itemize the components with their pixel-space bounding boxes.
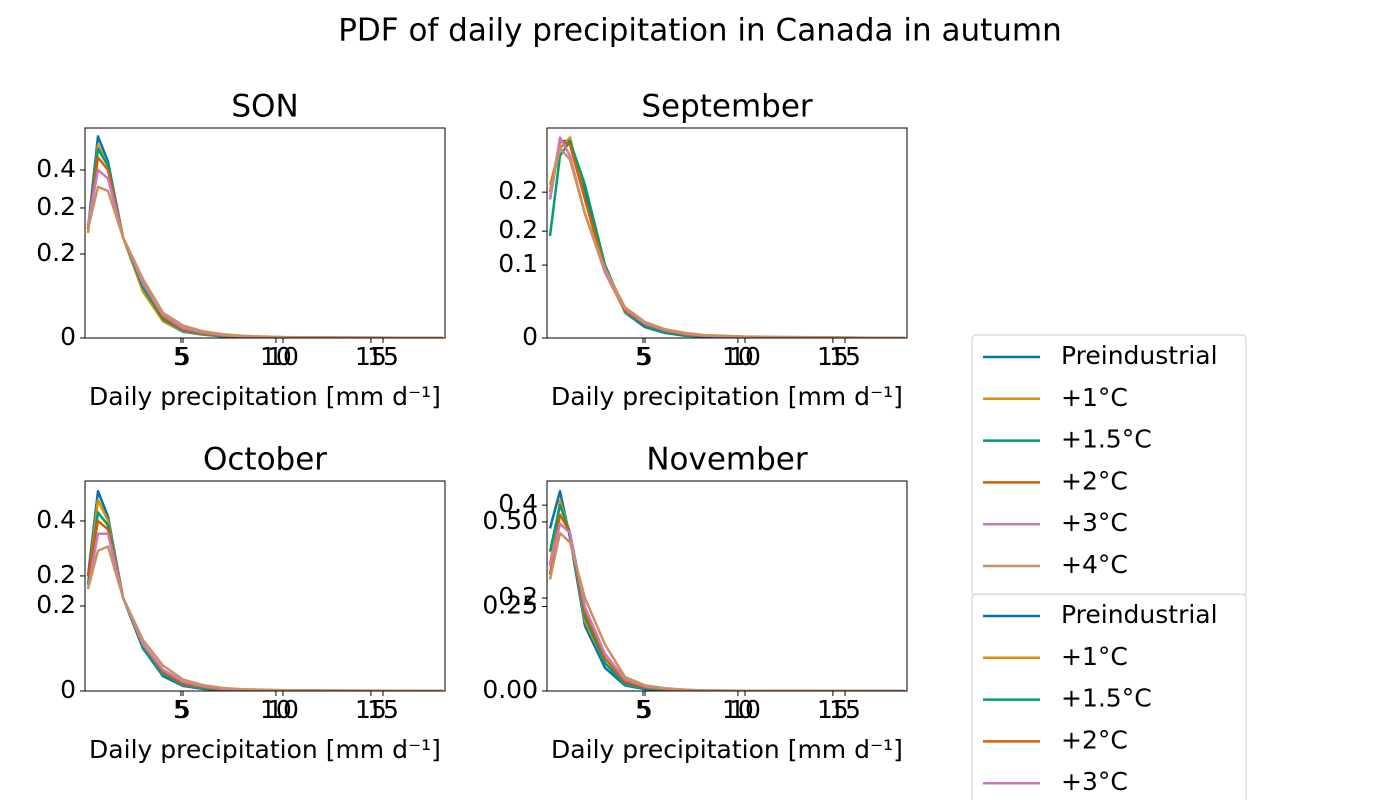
axes-frame: [546, 127, 908, 339]
y-tick-label: 0.2: [36, 560, 76, 589]
series-line: [86, 489, 444, 691]
x-tick-label: 15: [355, 695, 387, 724]
legend-frame: [971, 593, 1247, 800]
y-tick-label: 0: [60, 675, 76, 704]
y-tick-label: 0.50: [482, 506, 538, 535]
y-tick-label: 0: [522, 675, 538, 704]
y-tick-label: 0.25: [482, 590, 538, 619]
series-line: [86, 135, 444, 338]
legend-label: +3°C: [1061, 767, 1128, 796]
axes-frame: [84, 480, 446, 692]
series-line: [86, 185, 444, 338]
figure-title: PDF of daily precipitation in Canada in …: [338, 13, 1062, 49]
series-line: [548, 147, 906, 338]
x-tick-label: 5: [637, 342, 653, 371]
series-line: [86, 519, 444, 691]
x-tick-label: 10: [267, 342, 299, 371]
x-tick-label: 15: [355, 342, 387, 371]
x-tick-label: 15: [367, 695, 399, 724]
y-tick-label: 0.4: [36, 154, 76, 183]
axes-frame: [546, 480, 908, 692]
series-line: [548, 139, 906, 338]
legend-label: Preindustrial: [1061, 341, 1218, 370]
legend-label: +1.5°C: [1061, 425, 1152, 454]
legend-label: +4°C: [1061, 550, 1128, 579]
x-axis-label: Daily precipitation [mm d⁻¹]: [89, 735, 441, 764]
x-tick-label: 15: [817, 695, 849, 724]
series-line: [548, 531, 906, 691]
legend-label: +3°C: [1061, 508, 1128, 537]
x-tick-label: 10: [729, 695, 761, 724]
x-tick-label: 5: [173, 695, 189, 724]
x-tick-label: 15: [367, 342, 399, 371]
subplot-title: September: [641, 89, 813, 125]
series-line: [86, 498, 444, 691]
series-line: [548, 136, 906, 338]
x-tick-label: 10: [722, 695, 754, 724]
legend-label: Preindustrial: [1061, 600, 1218, 629]
x-tick-label: 15: [817, 342, 849, 371]
series-line: [86, 168, 444, 338]
x-axis-label: Daily precipitation [mm d⁻¹]: [551, 735, 903, 764]
x-tick-label: 10: [260, 342, 292, 371]
x-tick-label: 5: [637, 695, 653, 724]
x-tick-label: 5: [635, 695, 651, 724]
y-tick-label: 0.1: [498, 249, 538, 278]
y-tick-label: 0.2: [36, 192, 76, 221]
subplot-title: SON: [231, 89, 298, 125]
series-line: [548, 139, 906, 338]
y-tick-label: 0.2: [36, 590, 76, 619]
x-tick-label: 15: [829, 342, 861, 371]
legend-label: +1°C: [1061, 383, 1128, 412]
y-tick-label: 0: [522, 322, 538, 351]
y-tick-label: 0.00: [482, 675, 538, 704]
y-tick-label: 0.4: [36, 505, 76, 534]
legend-label: +1.5°C: [1061, 684, 1152, 713]
y-tick-label: 0: [60, 322, 76, 351]
y-tick-label: 0.2: [498, 176, 538, 205]
x-tick-label: 5: [175, 342, 191, 371]
series-line: [548, 136, 906, 338]
legend-label: +2°C: [1061, 725, 1128, 754]
series-line: [86, 156, 444, 338]
x-tick-label: 5: [173, 342, 189, 371]
series-line: [86, 143, 444, 338]
y-tick-label: 0.4: [498, 489, 538, 518]
series-line: [86, 511, 444, 691]
x-tick-label: 10: [260, 695, 292, 724]
x-axis-label: Daily precipitation [mm d⁻¹]: [89, 382, 441, 411]
y-tick-label: 0.2: [498, 582, 538, 611]
legend-label: +1°C: [1061, 642, 1128, 671]
x-tick-label: 5: [175, 695, 191, 724]
x-tick-label: 15: [829, 695, 861, 724]
y-tick-label: 0.2: [36, 238, 76, 267]
x-tick-label: 10: [729, 342, 761, 371]
x-tick-label: 10: [722, 342, 754, 371]
subplot-title: November: [646, 442, 808, 478]
series-line: [86, 147, 444, 338]
x-tick-label: 5: [635, 342, 651, 371]
x-tick-label: 10: [267, 695, 299, 724]
axes-frame: [84, 127, 446, 339]
legend-label: +2°C: [1061, 466, 1128, 495]
subplot-title: October: [203, 442, 327, 478]
y-tick-label: 0.2: [498, 215, 538, 244]
x-axis-label: Daily precipitation [mm d⁻¹]: [551, 382, 903, 411]
series-line: [548, 139, 906, 338]
series-line: [86, 545, 444, 691]
series-line: [86, 532, 444, 691]
